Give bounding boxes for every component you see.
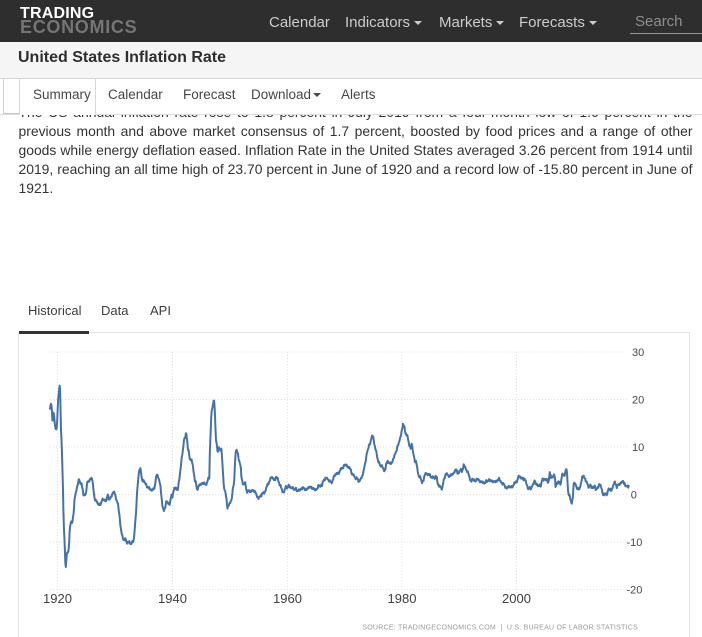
svg-text:1980: 1980 [388,591,417,606]
svg-text:SOURCE: TRADINGECONOMICS.COM: SOURCE: TRADINGECONOMICS.COM | U.S. BURE… [362,625,638,632]
svg-text:-20: -20 [627,585,643,597]
svg-text:20: 20 [632,395,644,407]
svg-text:2000: 2000 [502,591,531,606]
svg-text:10: 10 [632,442,644,454]
svg-text:1920: 1920 [43,591,72,606]
svg-text:-10: -10 [627,537,643,549]
svg-text:0: 0 [631,490,637,502]
svg-text:30: 30 [632,347,644,359]
svg-text:1960: 1960 [273,591,302,606]
svg-text:1940: 1940 [158,591,187,606]
